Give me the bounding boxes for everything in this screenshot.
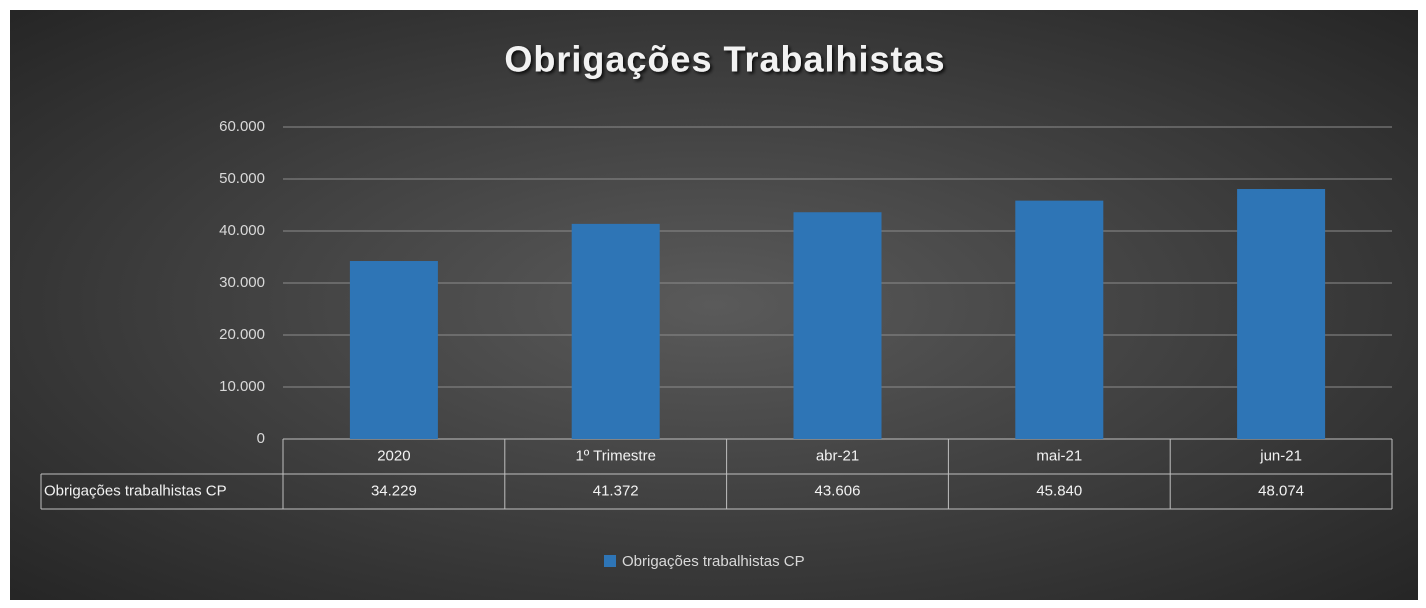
table-value: 41.372 [593,482,639,499]
bar [571,223,660,439]
chart-background [10,10,1418,600]
y-tick-label: 50.000 [219,170,265,187]
x-tick-label: 2020 [377,447,410,464]
chart-title: Obrigações Trabalhistas [504,39,945,80]
bar [1015,200,1104,439]
legend-swatch [604,555,616,567]
table-value: 45.840 [1036,482,1082,499]
x-tick-label: jun-21 [1259,447,1302,464]
table-value: 34.229 [371,482,417,499]
x-tick-label: 1º Trimestre [575,447,656,464]
legend-label: Obrigações trabalhistas CP [622,553,805,570]
x-tick-label: abr-21 [816,447,859,464]
y-tick-label: 60.000 [219,118,265,135]
x-tick-label: mai-21 [1036,447,1082,464]
y-tick-label: 30.000 [219,274,265,291]
bar [793,212,882,439]
table-value: 43.606 [815,482,861,499]
table-value: 48.074 [1258,482,1304,499]
table-row-header: Obrigações trabalhistas CP [44,482,227,499]
bar [349,261,438,439]
y-tick-label: 10.000 [219,378,265,395]
y-tick-label: 20.000 [219,326,265,343]
bar [1237,189,1326,439]
y-tick-label: 0 [257,430,265,447]
y-tick-label: 40.000 [219,222,265,239]
